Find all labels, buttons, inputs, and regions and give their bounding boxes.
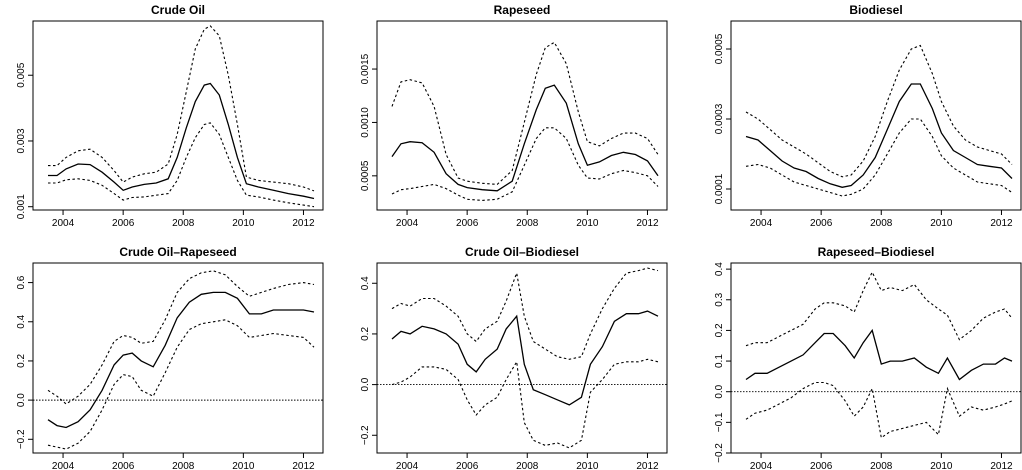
y-tick-label: 0.1 [714,354,725,368]
panel-4: Crude Oil–Rapeseed 2004 2006 2008 2010 2012 −0… [16,245,324,470]
lower-band-line [47,319,315,450]
y-tick-label: 0.0 [16,393,27,407]
y-tick-label: 0.0001 [714,173,725,204]
upper-band-line [745,44,1013,178]
x-tick-label: 2008 [870,461,893,470]
y-tick-label: 0.4 [16,314,27,328]
x-tick-label: 2006 [456,218,479,229]
x-tick-label: 2006 [810,218,833,229]
y-tick-label: 0.4 [714,262,725,276]
y-tick-label: 0.0003 [714,103,725,134]
y-tick-label: −0.1 [714,412,725,432]
y-tick-label: 0.0005 [714,33,725,64]
lower-band-line [48,122,315,208]
plot-frame [32,20,324,211]
x-tick-label: 2008 [516,461,539,470]
x-tick-label: 2012 [990,218,1013,229]
estimate-line [745,83,1013,188]
panel-title: Crude Oil [151,3,205,17]
plot-frame [376,262,668,454]
x-tick-label: 2010 [232,461,255,470]
y-tick-label: 0.001 [16,194,27,219]
panel-5: Crude Oil–Biodiesel 2004 2006 2008 2010 2012 −… [360,245,668,470]
y-tick-label: −0.2 [360,425,371,445]
y-tick-label: 0.0015 [360,53,371,84]
x-tick-label: 2012 [636,461,659,470]
y-tick-label: 0.2 [16,354,27,368]
x-tick-label: 2012 [636,218,659,229]
x-tick-label: 2006 [112,218,135,229]
plot-frame [376,20,668,211]
lower-band-line [391,358,659,449]
x-tick-label: 2006 [112,461,135,470]
y-tick-label: 0.3 [714,292,725,306]
estimate-line [745,328,1013,381]
panel-title: Rapeseed [494,3,551,17]
panel-title: Rapeseed–Biodiesel [818,245,935,259]
plot-frame [730,262,1022,454]
x-tick-label: 2008 [172,218,195,229]
y-tick-label: 0.2 [714,323,725,337]
upper-band-line [47,270,315,405]
x-tick-label: 2004 [750,461,773,470]
lower-band-line [391,127,659,201]
upper-band-line [391,41,659,185]
upper-band-line [48,25,315,192]
y-tick-label: 0.0010 [360,107,371,138]
y-tick-label: −0.2 [714,443,725,463]
estimate-line [47,291,315,429]
x-tick-label: 2006 [810,461,833,470]
y-tick-label: 0.0 [360,377,371,391]
y-tick-label: 0.4 [360,276,371,290]
x-tick-label: 2004 [52,461,75,470]
x-tick-label: 2004 [396,218,419,229]
x-tick-label: 2004 [396,461,419,470]
x-tick-label: 2004 [52,218,75,229]
x-tick-label: 2012 [292,218,315,229]
y-tick-label: 0.2 [360,327,371,341]
upper-band-line [745,270,1013,347]
y-tick-label: −0.2 [16,429,27,449]
x-tick-label: 2006 [456,461,479,470]
x-tick-label: 2004 [750,218,773,229]
y-tick-label: 0.0005 [360,160,371,191]
x-tick-label: 2008 [516,218,539,229]
panel-title: Crude Oil–Biodiesel [465,245,579,259]
y-tick-label: 0.005 [16,62,27,87]
x-tick-label: 2008 [870,218,893,229]
x-tick-label: 2012 [292,461,315,470]
plot-frame [32,262,324,454]
panel-2: Rapeseed 2004 2006 2008 2010 2012 0.0005 0.0010… [360,3,668,229]
x-tick-label: 2010 [576,461,599,470]
plot-frame [730,20,1022,211]
x-tick-label: 2010 [930,461,953,470]
panel-title: Crude Oil–Rapeseed [119,245,236,259]
upper-band-line [391,267,659,360]
x-tick-label: 2010 [930,218,953,229]
estimate-line [391,84,659,192]
x-tick-label: 2012 [990,461,1013,470]
lower-band-line [745,381,1013,439]
estimate-line [391,310,659,406]
lower-band-line [745,118,1013,197]
y-tick-label: 0.6 [16,275,27,289]
panel-title: Biodiesel [849,3,902,17]
y-tick-label: 0.003 [16,128,27,153]
panel-1: Crude Oil 2004 2006 2008 2010 2012 0.001 0.003 0… [16,3,324,229]
estimate-line [48,82,315,200]
panel-6: Rapeseed–Biodiesel 2004 2006 2008 2010 2012 −0… [714,245,1022,470]
panel-3: Biodiesel 2004 2006 2008 2010 2012 0.0001 0.000… [714,3,1022,229]
y-tick-label: 0.0 [714,384,725,398]
x-tick-label: 2010 [576,218,599,229]
x-tick-label: 2010 [232,218,255,229]
x-tick-label: 2008 [172,461,195,470]
